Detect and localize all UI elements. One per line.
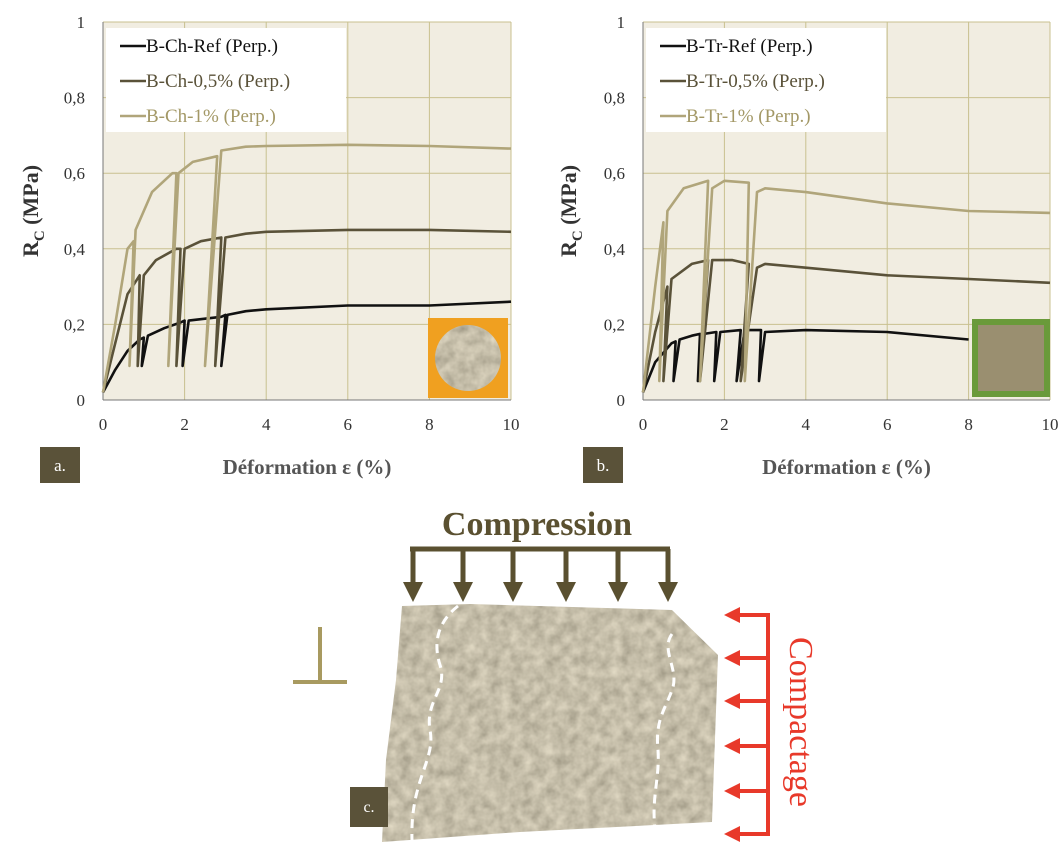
y-tick-label: 0,6: [64, 164, 85, 183]
y-tick-label: 0: [617, 391, 626, 410]
panel-label: b.: [597, 456, 610, 475]
legend-label: B-Tr-Ref (Perp.): [686, 36, 813, 57]
y-axis-label-sub: C: [32, 230, 48, 241]
x-axis-label: Déformation ε (%): [223, 455, 392, 479]
dashed-boundary: [410, 604, 676, 841]
data-line: [101, 228, 512, 393]
y-tick-label: 0,2: [64, 315, 85, 334]
panel-label: a.: [54, 456, 66, 475]
panel-label-box: [583, 447, 623, 483]
data-line: [101, 143, 512, 393]
sample-photo: [382, 604, 718, 842]
compression-arrows: [403, 546, 678, 602]
x-axis-label: Déformation ε (%): [762, 455, 931, 479]
legend-label: B-Ch-Ref (Perp.): [146, 36, 278, 57]
x-tick-label: 4: [802, 415, 811, 434]
legend-label: B-Ch-0,5% (Perp.): [146, 71, 290, 92]
x-tick-label: 4: [262, 415, 271, 434]
y-tick-label: 0,4: [64, 240, 86, 259]
x-tick-label: 2: [180, 415, 189, 434]
y-axis-label-main: R: [18, 240, 43, 257]
y-tick-label: 1: [77, 13, 86, 32]
x-tick-label: 2: [720, 415, 729, 434]
data-line: [641, 328, 969, 393]
diagram-title: Compression: [442, 506, 632, 543]
y-axis-label-unit: (MPa): [556, 165, 581, 230]
x-tick-label: 8: [425, 415, 434, 434]
panel-label-box: [350, 787, 388, 827]
perpendicular-symbol: [293, 627, 347, 684]
y-axis-label-unit: (MPa): [18, 165, 43, 230]
legend-label: B-Tr-0,5% (Perp.): [686, 71, 825, 92]
sample-inset: [972, 319, 1050, 397]
y-tick-label: 0,8: [604, 89, 625, 108]
y-tick-label: 0,8: [64, 89, 85, 108]
legend-label: B-Tr-1% (Perp.): [686, 106, 811, 127]
legend-label: B-Ch-1% (Perp.): [146, 106, 276, 127]
compactage-arrows: [724, 607, 770, 842]
panel-label: c.: [363, 799, 374, 816]
x-tick-label: 0: [639, 415, 648, 434]
y-axis-label: RC (MPa): [18, 165, 48, 257]
y-axis-label-main: R: [556, 240, 581, 257]
y-tick-label: 0: [77, 391, 86, 410]
y-axis-label: RC (MPa): [556, 165, 586, 257]
y-tick-label: 0,2: [604, 315, 625, 334]
y-tick-label: 0,6: [604, 164, 625, 183]
x-tick-label: 10: [503, 415, 520, 434]
y-tick-label: 0,4: [604, 240, 626, 259]
x-tick-label: 6: [883, 415, 892, 434]
panel-label-box: [40, 447, 80, 483]
x-tick-label: 8: [964, 415, 973, 434]
sample-inset: [435, 325, 501, 391]
side-label: Compactage: [782, 637, 819, 807]
data-line: [101, 300, 512, 394]
data-line: [641, 179, 1051, 393]
data-line: [641, 258, 1051, 393]
x-tick-label: 10: [1042, 415, 1059, 434]
x-tick-label: 0: [99, 415, 108, 434]
y-tick-label: 1: [617, 13, 626, 32]
y-axis-label-sub: C: [570, 230, 586, 241]
x-tick-label: 6: [344, 415, 353, 434]
